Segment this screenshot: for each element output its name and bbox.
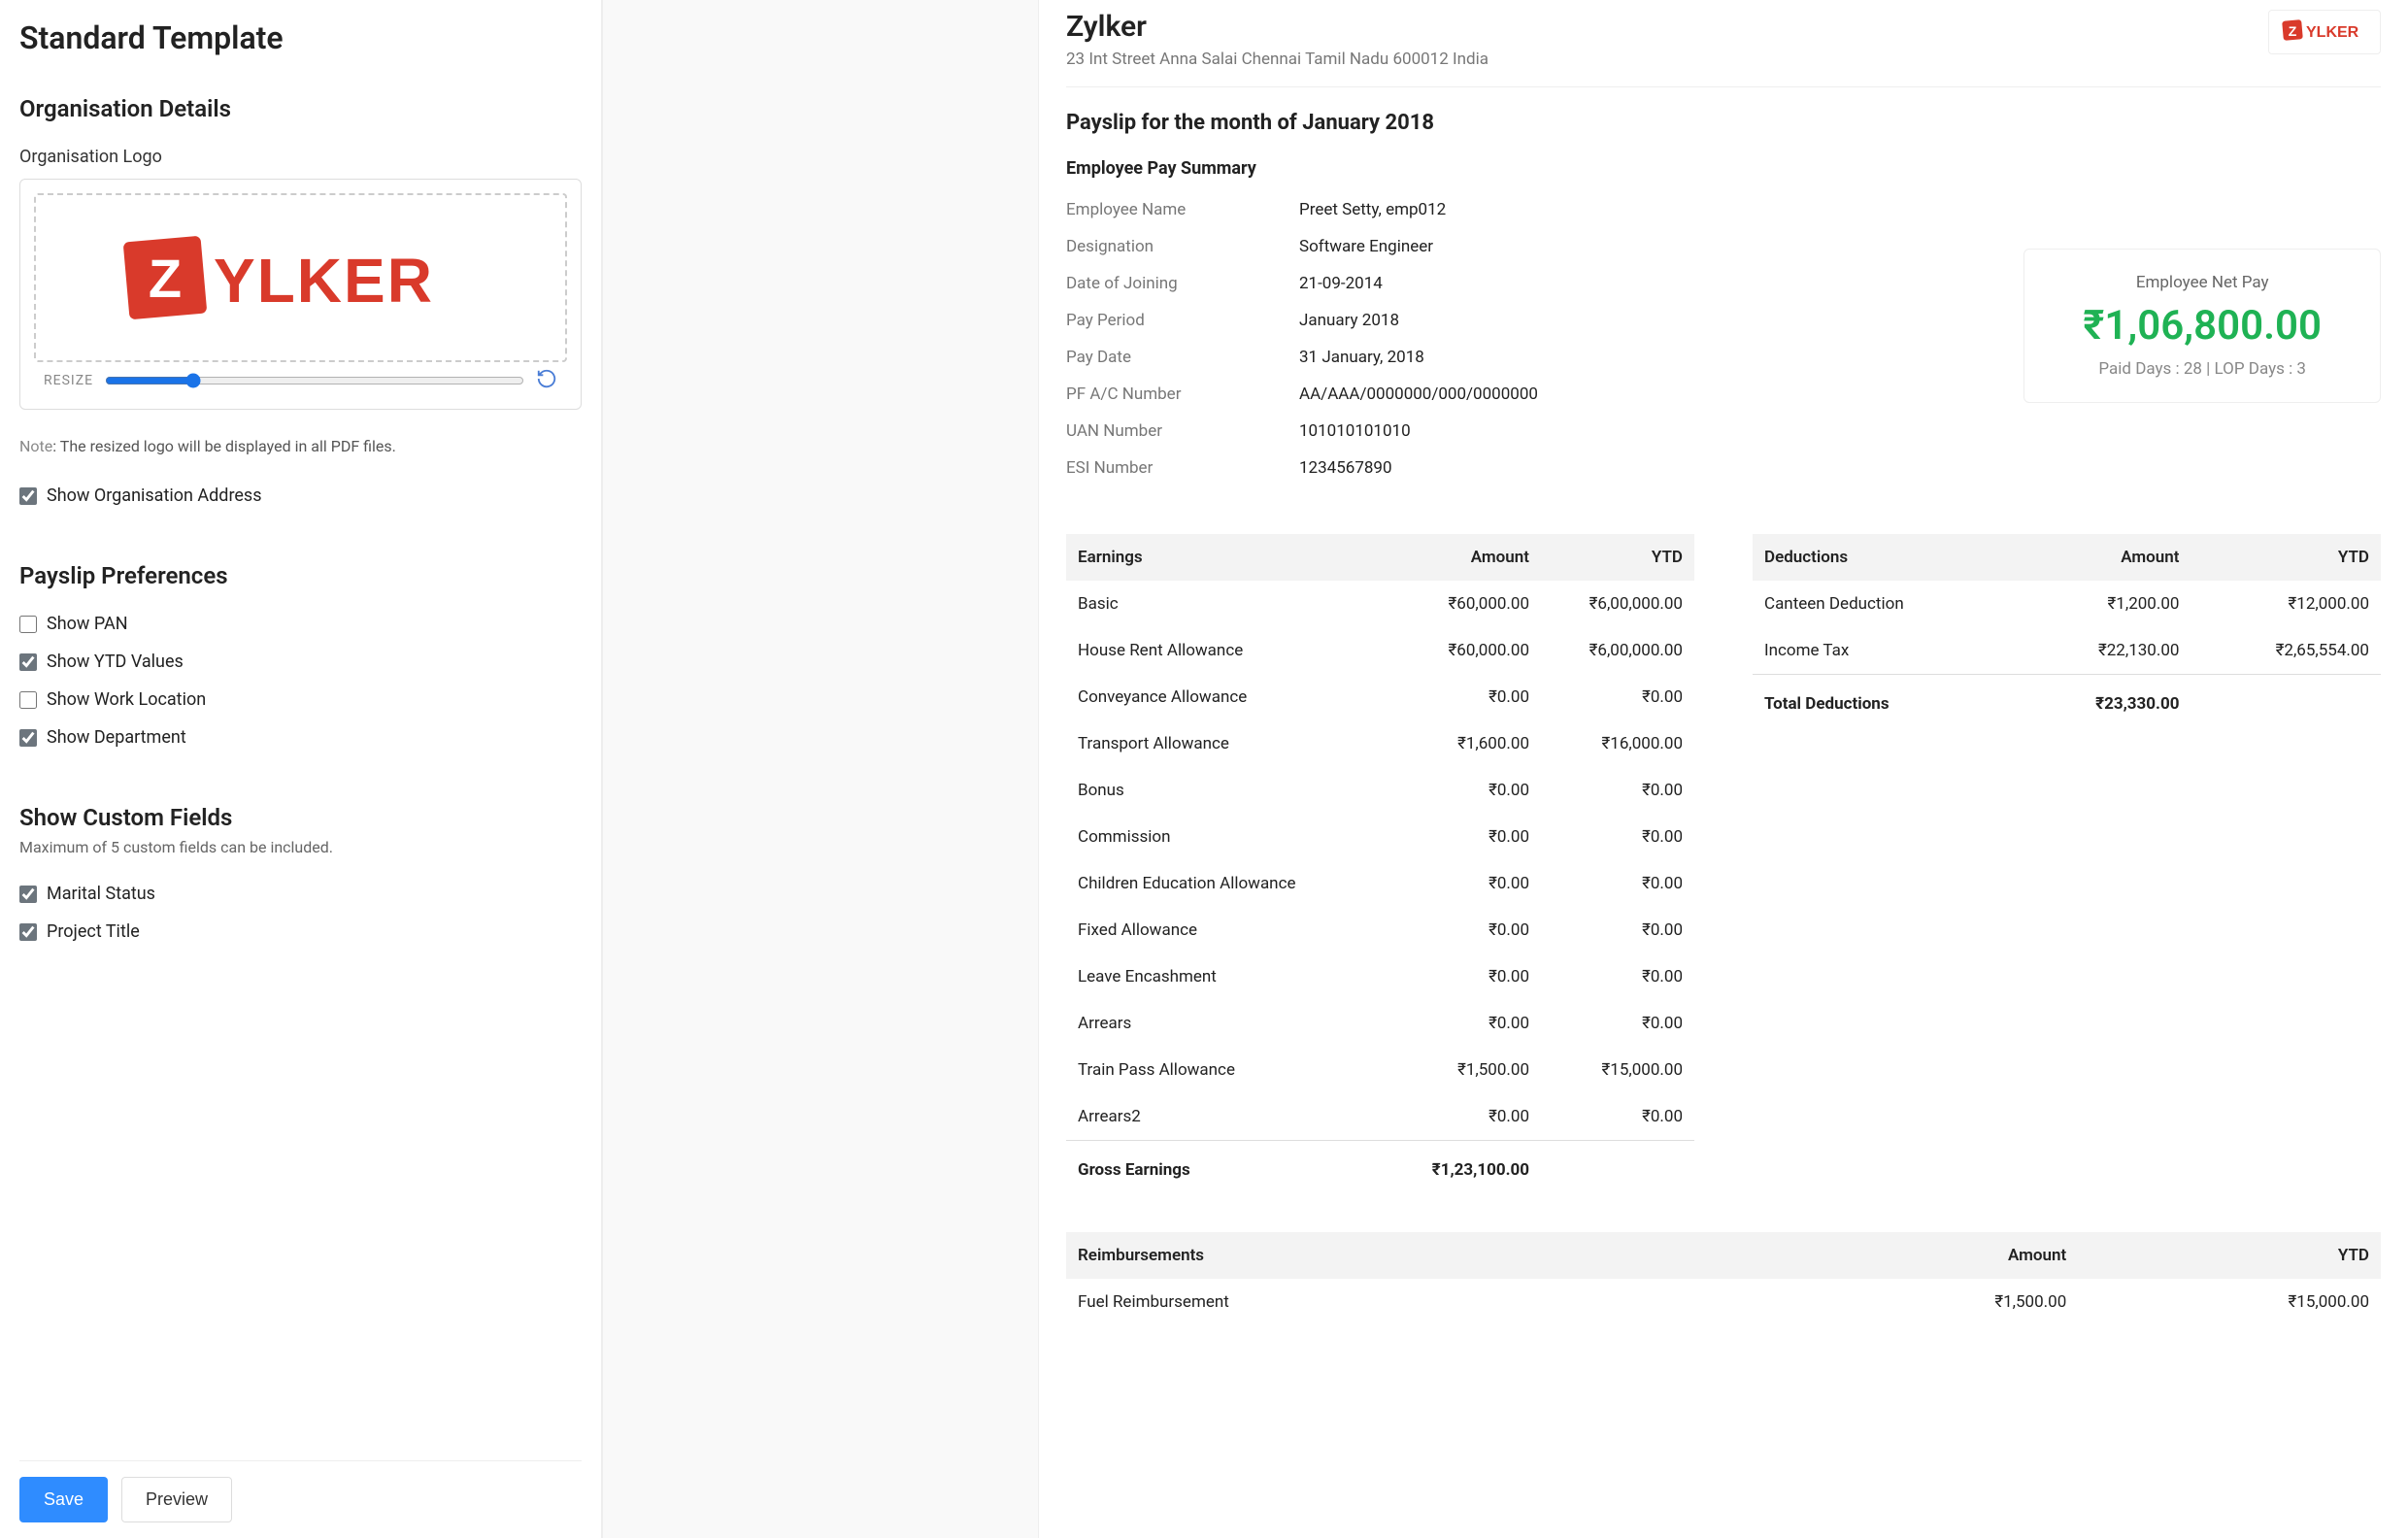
- divider-column: [602, 0, 1039, 1538]
- svg-text:Z: Z: [148, 248, 181, 309]
- table-total-row: Total Deductions₹23,330.00: [1753, 675, 2381, 728]
- page-title: Standard Template: [19, 19, 582, 56]
- table-row: House Rent Allowance₹60,000.00₹6,00,000.…: [1066, 627, 1694, 674]
- svg-text:Z: Z: [2289, 23, 2297, 39]
- netpay-sub: Paid Days : 28 | LOP Days : 3: [2083, 359, 2322, 379]
- summary-row: ESI Number1234567890: [1066, 458, 1688, 478]
- earnings-col-ytd: YTD: [1541, 534, 1694, 581]
- netpay-amount: ₹1,06,800.00: [2083, 302, 2322, 350]
- table-row: Transport Allowance₹1,600.00₹16,000.00: [1066, 720, 1694, 767]
- reimbursements-table: Reimbursements Amount YTD Fuel Reimburse…: [1066, 1232, 2381, 1325]
- checkbox-cf-1[interactable]: Project Title: [19, 921, 582, 942]
- tables-row: Earnings Amount YTD Basic₹60,000.00₹6,00…: [1066, 534, 2381, 1193]
- payslip-title: Payslip for the month of January 2018: [1066, 111, 2381, 135]
- earnings-col-amount: Amount: [1383, 534, 1541, 581]
- custom-fields-list: Marital Status Project Title: [19, 884, 582, 959]
- checkbox-pref-2[interactable]: Show Work Location: [19, 689, 582, 710]
- summary-row: UAN Number101010101010: [1066, 421, 1688, 441]
- resize-slider[interactable]: [105, 373, 524, 388]
- reimb-col-amount: Amount: [1802, 1232, 2078, 1279]
- svg-text:YLKER: YLKER: [214, 246, 434, 316]
- zylker-logo-large: Z YLKER: [107, 224, 495, 331]
- deductions-col-name: Deductions: [1753, 534, 2017, 581]
- table-row: Fuel Reimbursement₹1,500.00₹15,000.00: [1066, 1279, 2381, 1325]
- payslip-prefs-heading: Payslip Preferences: [19, 562, 582, 589]
- logo-dropzone[interactable]: Z YLKER: [34, 193, 567, 362]
- deductions-col-ytd: YTD: [2191, 534, 2381, 581]
- preview-button[interactable]: Preview: [121, 1477, 232, 1522]
- org-logo-label: Organisation Logo: [19, 147, 582, 167]
- table-row: Leave Encashment₹0.00₹0.00: [1066, 953, 1694, 1000]
- summary-row: Date of Joining21-09-2014: [1066, 274, 1688, 293]
- deductions-table: Deductions Amount YTD Canteen Deduction₹…: [1753, 534, 2381, 1193]
- summary-row: DesignationSoftware Engineer: [1066, 237, 1688, 256]
- summary-row: PF A/C NumberAA/AAA/0000000/000/0000000: [1066, 384, 1688, 404]
- table-row: Arrears₹0.00₹0.00: [1066, 1000, 1694, 1047]
- table-row: Conveyance Allowance₹0.00₹0.00: [1066, 674, 1694, 720]
- resize-label: RESIZE: [44, 373, 93, 388]
- logo-upload-box: Z YLKER RESIZE: [19, 179, 582, 410]
- summary-area: Employee NamePreet Setty, emp012 Designat…: [1066, 200, 2381, 495]
- svg-text:YLKER: YLKER: [2306, 24, 2359, 41]
- summary-row: Pay PeriodJanuary 2018: [1066, 311, 1688, 330]
- reset-resize-icon[interactable]: [536, 368, 557, 393]
- company-header: Zylker 23 Int Street Anna Salai Chennai …: [1066, 10, 2381, 87]
- table-row: Canteen Deduction₹1,200.00₹12,000.00: [1753, 581, 2381, 627]
- logo-note: Note: The resized logo will be displayed…: [19, 435, 582, 458]
- table-row: Bonus₹0.00₹0.00: [1066, 767, 1694, 814]
- company-logo-small: Z YLKER: [2268, 10, 2381, 54]
- table-row: Fixed Allowance₹0.00₹0.00: [1066, 907, 1694, 953]
- summary-title: Employee Pay Summary: [1066, 158, 2381, 179]
- summary-row: Employee NamePreet Setty, emp012: [1066, 200, 1688, 219]
- summary-rows: Employee NamePreet Setty, emp012 Designat…: [1066, 200, 1688, 495]
- deductions-col-amount: Amount: [2017, 534, 2191, 581]
- checkbox-input[interactable]: [19, 487, 37, 505]
- save-button[interactable]: Save: [19, 1477, 108, 1522]
- custom-fields-heading: Show Custom Fields: [19, 804, 582, 831]
- footer-actions: Save Preview: [19, 1460, 582, 1538]
- reimb-col-name: Reimbursements: [1066, 1232, 1802, 1279]
- company-address: 23 Int Street Anna Salai Chennai Tamil N…: [1066, 50, 1488, 69]
- payslip-preview: Zylker 23 Int Street Anna Salai Chennai …: [1039, 0, 2408, 1538]
- checkbox-input[interactable]: [19, 653, 37, 671]
- checkbox-input[interactable]: [19, 729, 37, 747]
- table-row: Commission₹0.00₹0.00: [1066, 814, 1694, 860]
- table-total-row: Gross Earnings₹1,23,100.00: [1066, 1141, 1694, 1194]
- summary-row: Pay Date31 January, 2018: [1066, 348, 1688, 367]
- table-row: Basic₹60,000.00₹6,00,000.00: [1066, 581, 1694, 627]
- netpay-box: Employee Net Pay ₹1,06,800.00 Paid Days …: [2023, 249, 2381, 403]
- checkbox-pref-3[interactable]: Show Department: [19, 727, 582, 748]
- checkbox-pref-0[interactable]: Show PAN: [19, 614, 582, 634]
- prefs-list: Show PAN Show YTD Values Show Work Locatio…: [19, 614, 582, 765]
- netpay-label: Employee Net Pay: [2083, 273, 2322, 292]
- company-name: Zylker: [1066, 10, 1488, 44]
- table-row: Arrears2₹0.00₹0.00: [1066, 1093, 1694, 1141]
- custom-fields-subtext: Maximum of 5 custom fields can be includ…: [19, 838, 582, 856]
- org-details-heading: Organisation Details: [19, 95, 582, 122]
- table-row: Train Pass Allowance₹1,500.00₹15,000.00: [1066, 1047, 1694, 1093]
- checkbox-input[interactable]: [19, 923, 37, 941]
- reimb-col-ytd: YTD: [2078, 1232, 2381, 1279]
- settings-panel: Standard Template Organisation Details O…: [0, 0, 602, 1538]
- checkbox-cf-0[interactable]: Marital Status: [19, 884, 582, 904]
- checkbox-input[interactable]: [19, 886, 37, 903]
- table-row: Children Education Allowance₹0.00₹0.00: [1066, 860, 1694, 907]
- checkbox-show-org-address[interactable]: Show Organisation Address: [19, 485, 582, 506]
- table-row: Income Tax₹22,130.00₹2,65,554.00: [1753, 627, 2381, 675]
- checkbox-input[interactable]: [19, 691, 37, 709]
- checkbox-pref-1[interactable]: Show YTD Values: [19, 652, 582, 672]
- earnings-col-name: Earnings: [1066, 534, 1383, 581]
- checkbox-input[interactable]: [19, 616, 37, 633]
- earnings-table: Earnings Amount YTD Basic₹60,000.00₹6,00…: [1066, 534, 1694, 1193]
